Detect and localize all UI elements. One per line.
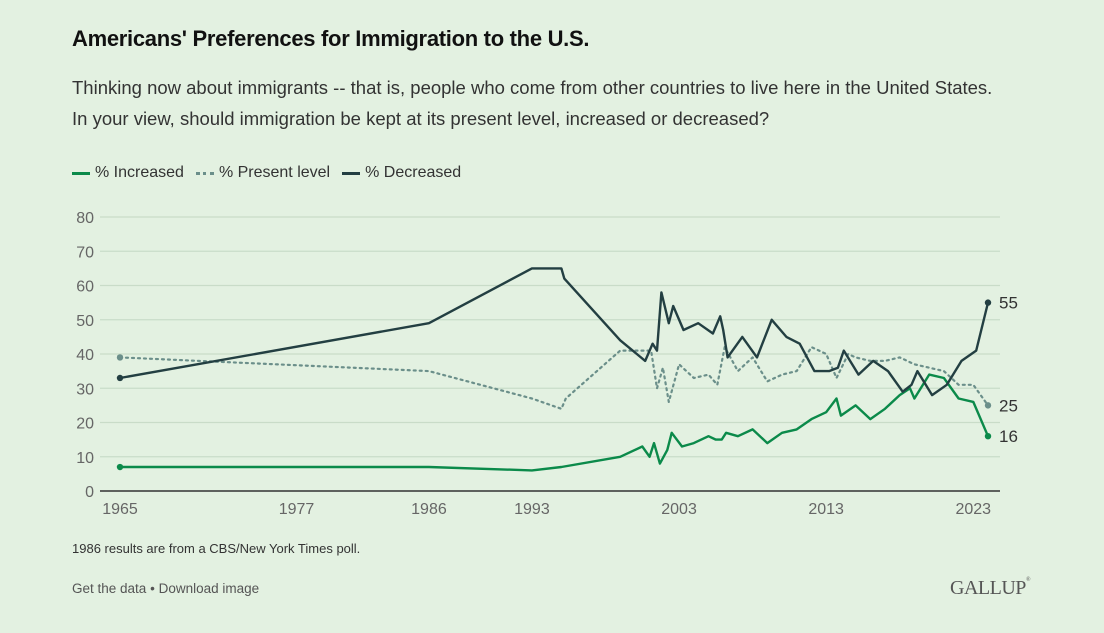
x-tick-label: 1986 [411,501,447,518]
legend-label-increased: % Increased [95,164,184,181]
start-marker-decreased [116,374,124,382]
legend-item-present: % Present level [195,164,331,182]
gridlines [100,216,1000,458]
y-tick-label: 70 [76,244,94,261]
footer-links: Get the data • Download image [72,581,259,596]
end-labels: 16 25 55 [999,294,1018,447]
start-marker-present [116,354,124,361]
legend-swatch-decreased [342,171,361,175]
y-tick-label: 30 [76,381,94,398]
legend: % Increased % Present level % Decreased [72,164,473,182]
y-axis-ticks: 0 10 20 30 40 50 60 70 80 [76,210,94,501]
x-tick-label: 1993 [514,501,550,518]
chart-subtitle: Thinking now about immigrants -- that is… [72,77,993,129]
end-label-present: 25 [999,396,1018,415]
download-image-link[interactable]: Download image [158,581,260,596]
end-marker-increased [984,433,992,440]
y-tick-label: 0 [85,484,94,501]
y-tick-label: 20 [76,416,94,433]
start-marker-increased [116,463,124,471]
end-label-increased: 16 [999,427,1018,446]
legend-swatch-increased [72,171,90,175]
legend-label-decreased: % Decreased [365,164,462,181]
y-tick-label: 40 [76,347,94,364]
y-tick-label: 50 [76,313,94,330]
source-note: 1986 results are from a CBS/New York Tim… [72,541,361,556]
legend-label-present: % Present level [218,164,331,181]
legend-swatch-present [195,171,214,175]
gallup-logo-text: GALLUP [950,577,1026,599]
legend-item-decreased: % Decreased [342,164,461,182]
x-tick-label: 2023 [955,501,991,518]
end-label-decreased: 55 [999,294,1018,313]
series-line-present [118,346,990,410]
end-marker-decreased [984,299,992,306]
gallup-logo: GALLUP® [950,577,1030,599]
y-tick-label: 80 [76,210,94,227]
end-marker-present [984,402,992,409]
y-tick-label: 10 [76,450,94,467]
x-axis-ticks: 1965 1977 1986 1993 2003 2013 2023 [102,501,991,518]
y-tick-label: 60 [76,279,94,296]
series-line-increased [120,373,990,472]
series-line-decreased [119,267,990,397]
x-tick-label: 1977 [279,501,315,518]
x-tick-label: 2003 [661,501,697,518]
x-tick-label: 1965 [102,501,138,518]
x-tick-label: 2013 [808,501,844,518]
footer-separator: • [150,581,155,596]
get-data-link[interactable]: Get the data [72,581,147,596]
chart-title: Americans' Preferences for Immigration t… [72,26,590,51]
series-lines [116,267,992,472]
legend-item-increased: % Increased [72,164,184,182]
